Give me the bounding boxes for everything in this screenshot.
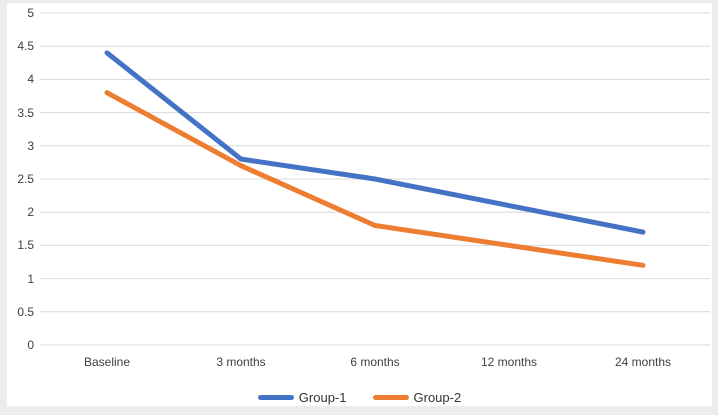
- line-chart: 5 4.5 4 3.5 3 2.5 2 1.5 1 0.5 0 Baseline…: [7, 3, 712, 406]
- y-axis-tick: 1.5: [17, 238, 34, 252]
- legend-line-swatch-group-2: [372, 395, 409, 400]
- series-line-group-1: [104, 50, 646, 235]
- x-axis-label-12-months: 12 months: [480, 355, 538, 369]
- legend-item-group-1: Group-1: [257, 390, 347, 405]
- legend-line-swatch-group-1: [257, 395, 294, 400]
- y-axis-tick: 0.5: [17, 305, 34, 319]
- x-axis-label-baseline: Baseline: [83, 355, 131, 369]
- y-axis-tick: 3.5: [17, 106, 34, 120]
- legend-item-group-2: Group-2: [372, 390, 462, 405]
- y-axis-tick: 2.5: [17, 172, 34, 186]
- y-axis-tick: 4.5: [17, 39, 34, 53]
- y-axis-tick: 2: [27, 205, 34, 219]
- chart-legend: Group-1 Group-2: [7, 390, 712, 405]
- legend-label-group-2: Group-2: [413, 390, 462, 405]
- y-axis-tick: 3: [27, 139, 34, 153]
- y-axis-tick: 4: [27, 72, 34, 86]
- y-axis-tick: 5: [27, 6, 34, 20]
- legend-label-group-1: Group-1: [298, 390, 347, 405]
- series-line-group-2: [104, 90, 646, 268]
- x-axis-label-24-months: 24 months: [614, 355, 672, 369]
- y-axis-tick: 1: [27, 272, 34, 286]
- y-axis-tick: 0: [27, 338, 34, 352]
- x-axis-label-6-months: 6 months: [350, 355, 400, 369]
- chart-canvas: [40, 12, 710, 346]
- x-axis-label-3-months: 3 months: [216, 355, 266, 369]
